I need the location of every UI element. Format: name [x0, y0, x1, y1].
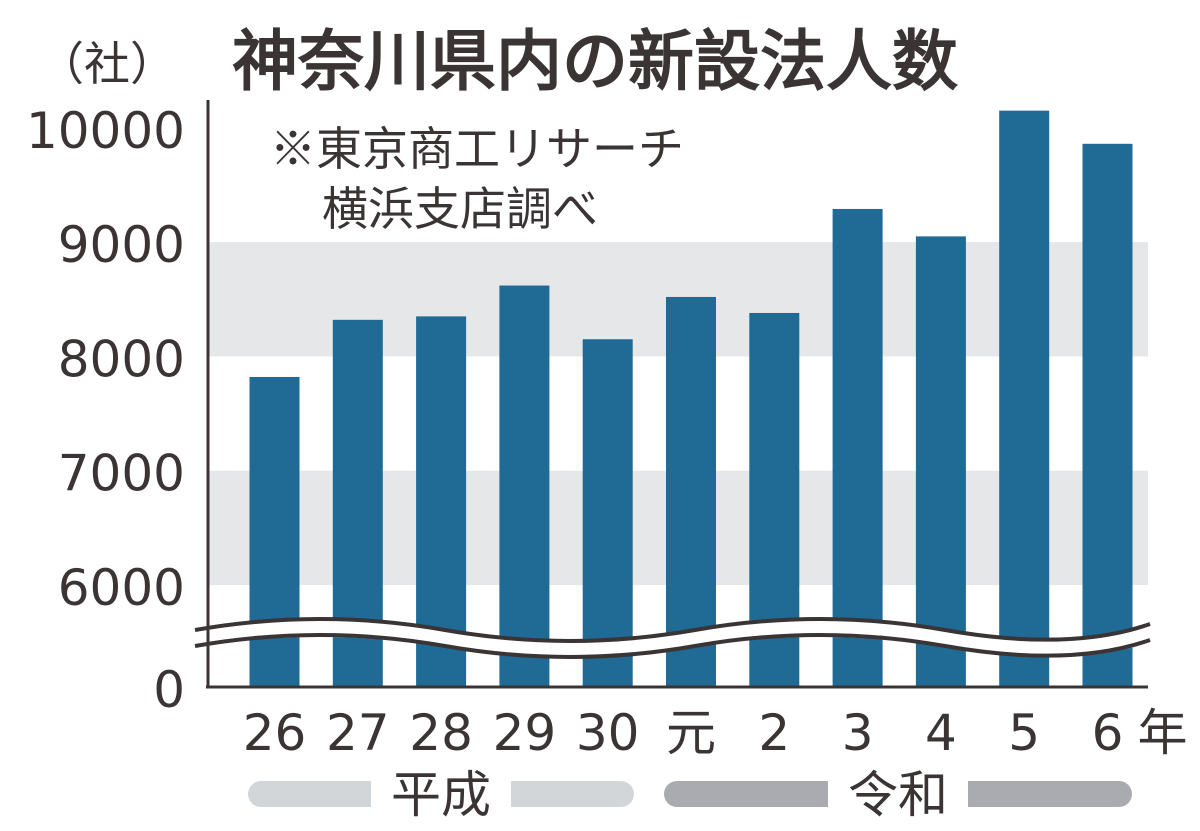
- bar-26: [249, 376, 300, 687]
- y-tick-label: 0: [153, 661, 185, 719]
- chart-title: 神奈川県内の新設法人数: [232, 23, 958, 100]
- x-tick-label: 元: [666, 704, 716, 762]
- y-tick-label: 8000: [58, 330, 185, 388]
- era-label: 平成: [391, 766, 491, 824]
- x-tick-label: 5: [1008, 704, 1040, 762]
- x-tick-label: 30: [576, 704, 640, 762]
- y-axis-ticks: 0 6000 7000 8000 9000 10000: [26, 102, 185, 719]
- source-note-line-1: ※東京商工リサーチ: [270, 122, 684, 176]
- bar-30: [582, 339, 633, 687]
- era-labels: 平成 令和: [248, 766, 1132, 824]
- bar-4: [915, 236, 966, 687]
- bar-6: [1082, 143, 1133, 687]
- bar-series: [249, 110, 1133, 687]
- y-tick-label: 10000: [26, 102, 185, 160]
- source-note-line-2: 横浜支店調べ: [322, 182, 598, 236]
- x-tick-label: 6: [1092, 704, 1124, 762]
- bar-29: [499, 285, 550, 687]
- x-tick-label: 26: [243, 704, 307, 762]
- x-tick-label: 4: [925, 704, 957, 762]
- bar-3: [832, 208, 883, 687]
- x-tick-label: 2: [758, 704, 790, 762]
- unit-label: （社）: [38, 37, 176, 91]
- y-tick-label: 6000: [58, 559, 185, 617]
- era-label-bg: [371, 770, 511, 818]
- era-label-bg: [828, 770, 968, 818]
- x-tick-label: 27: [326, 704, 390, 762]
- bar-5: [999, 110, 1050, 687]
- x-axis-ticks: 26 27 28 29 30 元 2 3 4 5 6 年: [243, 704, 1188, 762]
- x-tick-label: 28: [409, 704, 473, 762]
- x-tick-label: 29: [493, 704, 557, 762]
- x-axis-suffix: 年: [1138, 704, 1188, 762]
- axis-break: [194, 617, 1151, 659]
- y-tick-label: 9000: [58, 216, 185, 274]
- y-tick-label: 7000: [58, 445, 185, 503]
- era-label: 令和: [848, 766, 948, 824]
- x-tick-label: 3: [842, 704, 874, 762]
- bar-元: [666, 296, 716, 687]
